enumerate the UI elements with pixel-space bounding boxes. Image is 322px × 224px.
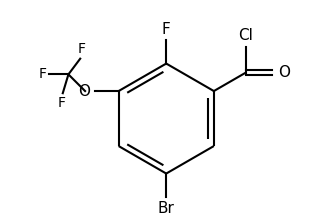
Text: F: F	[162, 22, 171, 37]
Text: F: F	[57, 96, 65, 110]
Text: Br: Br	[158, 201, 175, 216]
Text: F: F	[78, 42, 86, 56]
Text: O: O	[278, 65, 290, 80]
Text: O: O	[78, 84, 90, 99]
Text: F: F	[38, 67, 46, 81]
Text: Cl: Cl	[238, 28, 253, 43]
